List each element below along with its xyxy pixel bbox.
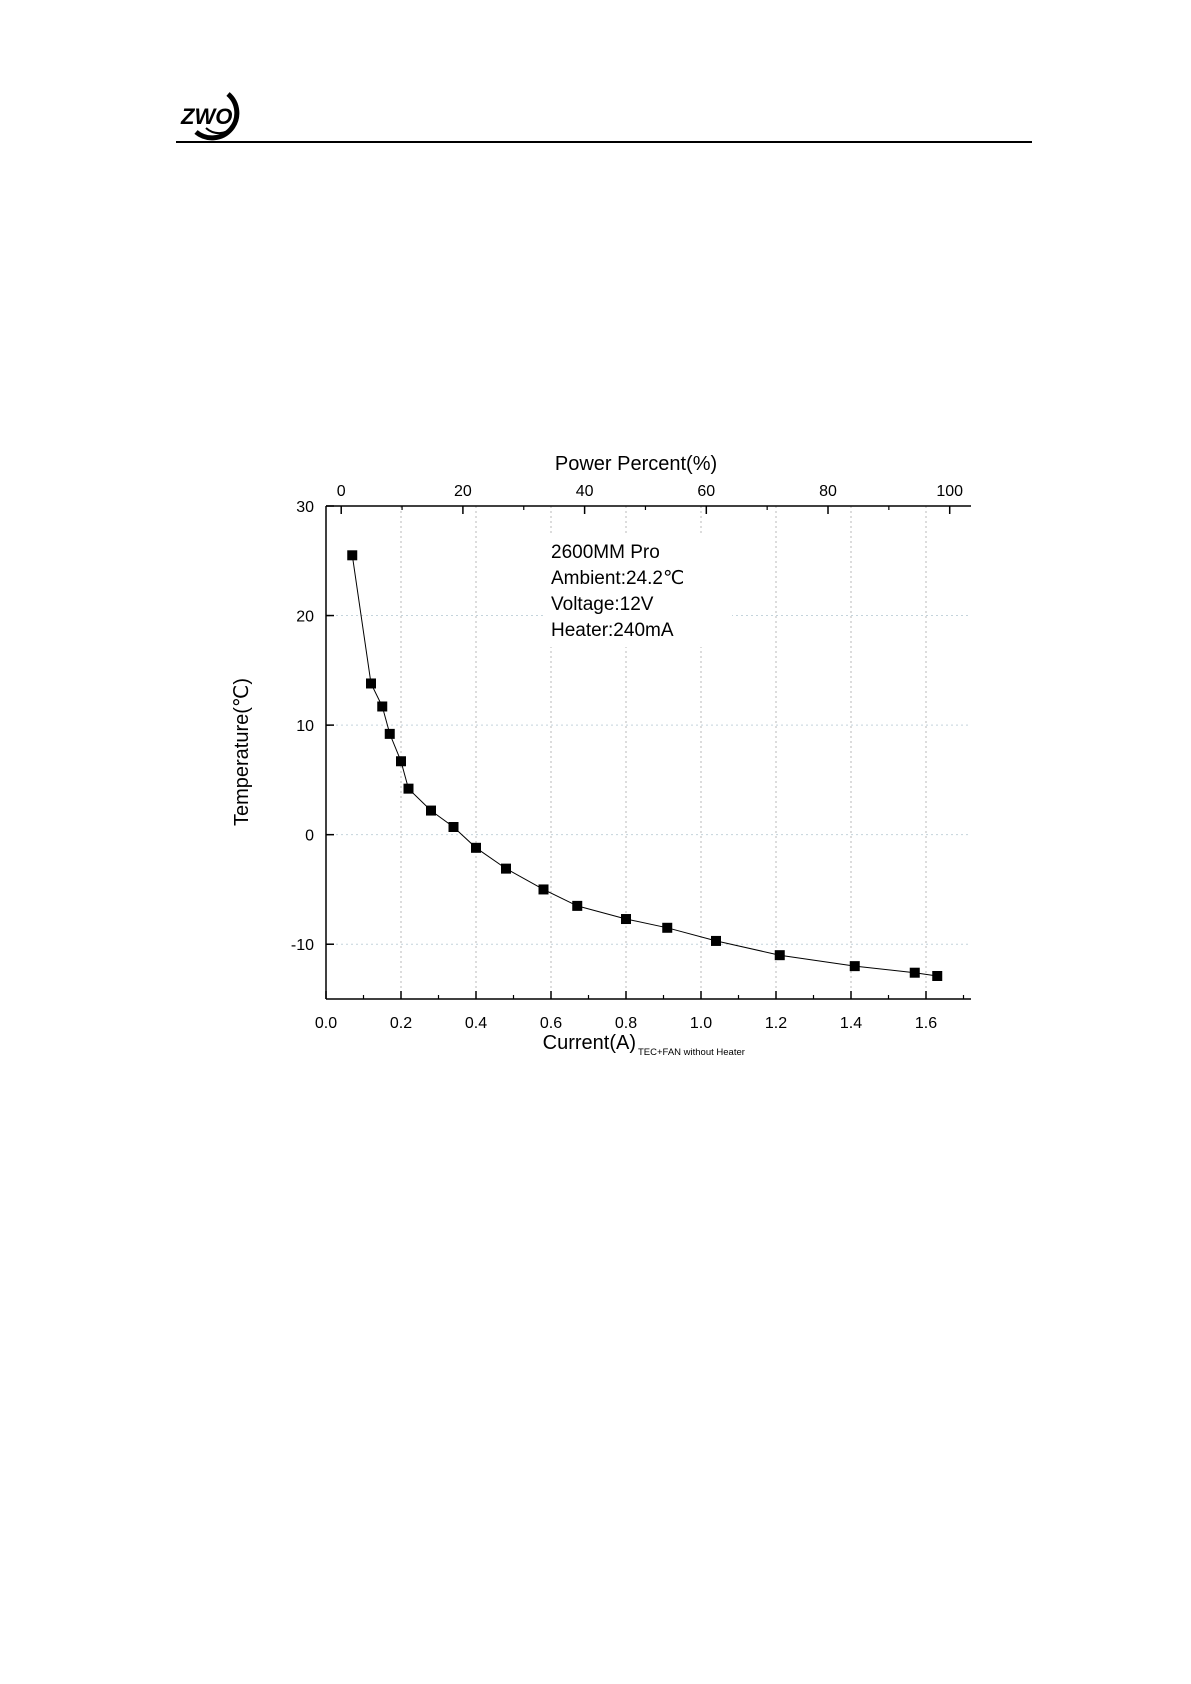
annotation-line: Heater:240mA [551, 620, 674, 641]
x-tick-label: 1.4 [840, 1015, 862, 1032]
x-tick-label: 1.6 [915, 1015, 937, 1032]
x-tick-label: 0.6 [540, 1015, 562, 1032]
y-tick-label: -10 [291, 937, 314, 954]
annotation-block: 2600MM Pro Ambient:24.2℃ Voltage:12V Heater… [551, 542, 684, 641]
x2-axis-title: Power Percent(%) [555, 453, 717, 475]
data-point [932, 970, 943, 981]
zwo-logo: ZWO [180, 92, 240, 141]
x2-tick-label: 0 [337, 483, 346, 500]
data-point [662, 922, 673, 933]
y-axis-title: Temperature(℃) [231, 678, 253, 826]
x-tick-label: 0.4 [465, 1015, 487, 1032]
x2-tick-label: 80 [819, 483, 837, 500]
x2-tick-label: 40 [576, 483, 594, 500]
data-point [471, 842, 481, 853]
data-point [347, 550, 358, 561]
y-tick-label: 20 [296, 609, 314, 626]
data-point [621, 914, 631, 925]
data-point [572, 900, 583, 911]
x-tick-label: 0.0 [315, 1015, 337, 1032]
data-point [396, 756, 406, 767]
x2-tick-label: 20 [454, 483, 472, 500]
chart-container: 0.0 0.2 0.4 0.6 0.8 1.0 1.2 1.4 1.6 -10 0 10 20 30 0 20… [220, 430, 1000, 1070]
annotation-line: Voltage:12V [551, 594, 654, 615]
annotation-backdrop [546, 535, 732, 647]
data-points [347, 550, 943, 981]
data-point [909, 967, 920, 978]
axis-ticks: 0.0 0.2 0.4 0.6 0.8 1.0 1.2 1.4 1.6 -10 0 10 20 30 0 20… [291, 483, 965, 1032]
x-tick-label: 1.0 [690, 1015, 712, 1032]
y-tick-label: 0 [305, 828, 314, 845]
data-point [366, 678, 376, 689]
x-tick-label: 0.8 [615, 1015, 637, 1032]
x-tick-label: 1.2 [765, 1015, 787, 1032]
data-point [384, 728, 395, 739]
x-tick-label: 0.2 [390, 1015, 412, 1032]
y-tick-label: 10 [296, 718, 314, 735]
x-axis-title-subscript: TEC+FAN without Heater [638, 1047, 745, 1058]
data-point [711, 935, 721, 946]
axes [325, 505, 971, 1000]
annotation-line: 2600MM Pro [551, 542, 660, 563]
data-point [501, 863, 511, 874]
y-tick-label: 30 [296, 499, 314, 516]
x2-tick-label: 100 [936, 483, 963, 500]
x-axis-title: Current(A) [543, 1032, 636, 1054]
x2-tick-label: 60 [697, 483, 715, 500]
data-point [849, 961, 860, 972]
header-rule [176, 141, 1032, 143]
temperature-chart: 0.0 0.2 0.4 0.6 0.8 1.0 1.2 1.4 1.6 -10 0 10 20 30 0 20… [231, 453, 971, 1058]
data-point [426, 805, 436, 816]
data-point [538, 884, 549, 895]
annotation-line: Ambient:24.2℃ [551, 568, 684, 589]
data-point [377, 701, 388, 712]
data-point [403, 783, 414, 794]
x-axis-title-main: Current(A) [543, 1032, 636, 1054]
data-point [774, 950, 785, 961]
data-point [448, 821, 459, 832]
page-header: ZWO [176, 86, 1032, 146]
logo-text: ZWO [180, 104, 232, 129]
